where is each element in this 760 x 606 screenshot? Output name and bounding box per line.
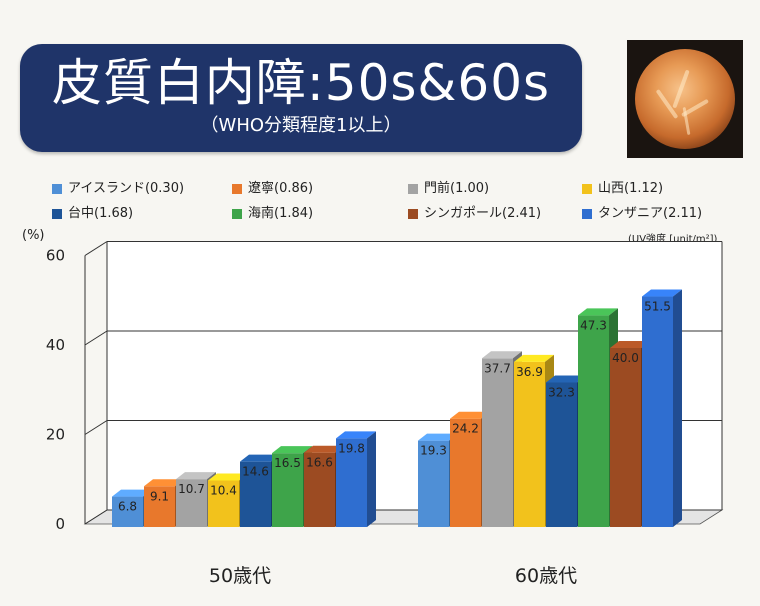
bar-top — [610, 341, 650, 348]
legend-swatch — [52, 209, 62, 219]
legend-label: タンザニア(2.11) — [598, 206, 703, 221]
bar-top — [336, 431, 376, 439]
bar-top — [208, 473, 248, 481]
bar-top — [546, 375, 586, 383]
bar-side — [673, 289, 682, 527]
legend-label: 門前(1.00) — [424, 181, 490, 196]
bar — [610, 348, 641, 527]
data-label: 10.7 — [178, 482, 205, 496]
data-label: 47.3 — [580, 318, 607, 332]
legend-label: 海南(1.84) — [248, 206, 314, 221]
y-tick-label: 60 — [46, 247, 65, 265]
y-tick-label: 0 — [55, 515, 65, 533]
bar — [240, 461, 271, 527]
lens-image — [635, 49, 735, 149]
bar-top — [144, 479, 184, 487]
data-label: 16.6 — [306, 456, 333, 470]
bar — [578, 315, 609, 527]
legend-swatch — [232, 184, 242, 194]
data-label: 51.5 — [644, 300, 671, 314]
bar-top — [578, 308, 618, 316]
legend-label: アイスランド(0.30) — [68, 181, 185, 196]
data-label: 37.7 — [484, 361, 511, 375]
bar — [112, 496, 143, 527]
legend-swatch — [408, 209, 418, 219]
data-label: 10.4 — [210, 483, 237, 497]
bar — [642, 296, 673, 527]
cataract-photo — [627, 40, 743, 158]
legend-swatch — [582, 184, 592, 194]
bar — [418, 440, 449, 527]
y-axis-unit: (%) — [22, 228, 45, 243]
bar — [272, 453, 303, 527]
chart-title: 皮質白内障:50s&60s — [51, 54, 551, 112]
bar-top — [514, 354, 554, 362]
legend-swatch — [408, 184, 418, 194]
bar-top — [112, 489, 152, 497]
data-label: 16.5 — [274, 456, 301, 470]
legend-swatch — [52, 184, 62, 194]
legend-label: シンガポール(2.41) — [424, 206, 542, 221]
legend-label: 山西(1.12) — [598, 181, 664, 196]
bar-top — [418, 433, 458, 441]
title-banner: 皮質白内障:50s&60s （WHO分類程度1以上） — [20, 44, 582, 152]
bar-side — [367, 431, 376, 527]
y-tick-label: 20 — [46, 426, 65, 444]
data-label: 9.1 — [150, 489, 169, 503]
data-label: 24.2 — [452, 422, 479, 436]
bar — [336, 438, 367, 527]
bar — [546, 382, 577, 527]
data-label: 40.0 — [612, 351, 639, 365]
legend-swatch — [582, 209, 592, 219]
bar — [176, 479, 207, 527]
y-tick-label: 40 — [46, 336, 65, 354]
bar-top — [272, 446, 312, 454]
data-label: 19.8 — [338, 441, 365, 455]
bar-top — [176, 472, 216, 480]
bar-top — [482, 351, 522, 359]
legend-label: 遼寧(0.86) — [248, 181, 314, 196]
bar-top — [240, 454, 280, 462]
grid-diagonal — [84, 420, 108, 435]
grid-diagonal — [84, 241, 108, 256]
bar — [482, 358, 513, 527]
bar-top — [450, 411, 490, 419]
bar — [144, 486, 175, 527]
chart-subtitle: （WHO分類程度1以上） — [200, 115, 402, 136]
bar — [304, 452, 335, 527]
data-label: 19.3 — [420, 444, 447, 458]
legend-label: 台中(1.68) — [68, 206, 134, 221]
bar-top — [642, 289, 682, 297]
grid-diagonal — [84, 509, 108, 525]
legend: アイスランド(0.30) 遼寧(0.86) 門前(1.00) 山西(1.12) 台中(1… — [0, 0, 760, 250]
bar-top — [304, 445, 344, 453]
data-label: 14.6 — [242, 465, 269, 479]
grid-diagonal — [84, 330, 108, 346]
data-label: 36.9 — [516, 365, 543, 379]
bar — [450, 418, 481, 527]
data-label: 32.3 — [548, 385, 575, 399]
uv-intensity-note: (UV強度 [unit/m²]) — [628, 234, 718, 245]
bar — [514, 361, 545, 527]
x-category-label: 60歳代 — [515, 565, 577, 587]
x-category-label: 50歳代 — [209, 565, 271, 587]
data-label: 6.8 — [118, 500, 137, 514]
legend-swatch — [232, 209, 242, 219]
bar — [208, 480, 239, 527]
